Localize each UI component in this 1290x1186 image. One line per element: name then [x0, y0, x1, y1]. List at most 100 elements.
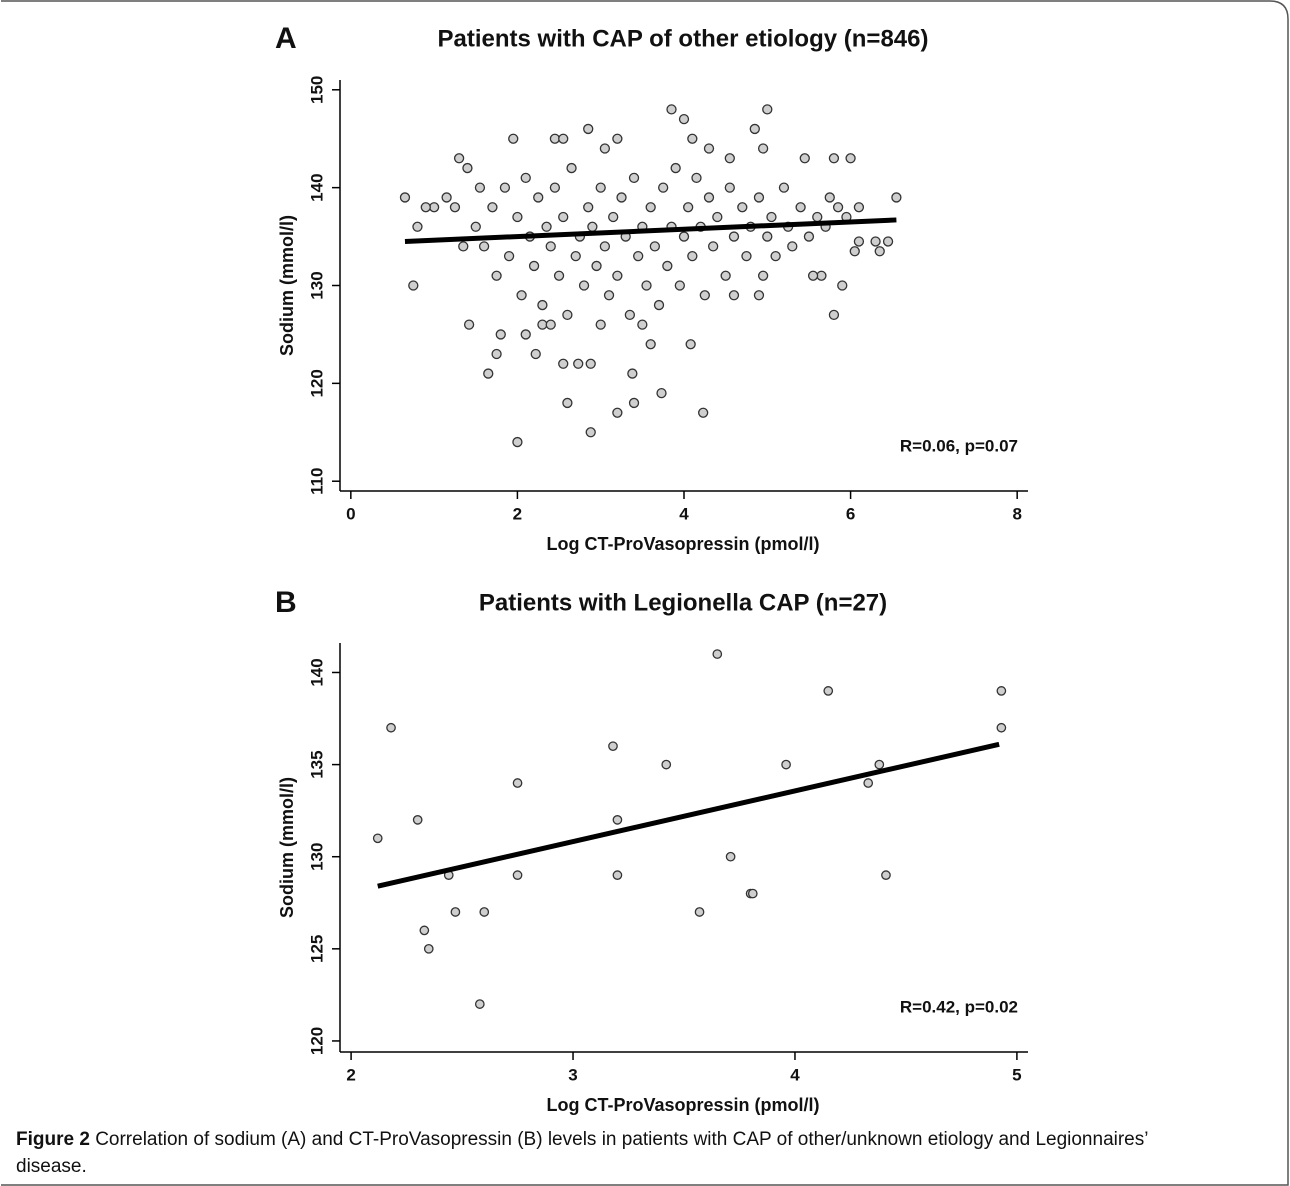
point — [612, 133, 623, 144]
point — [757, 270, 769, 281]
point — [645, 202, 656, 213]
point — [661, 759, 672, 770]
point — [757, 143, 769, 154]
x-tick-label: 3 — [568, 1065, 577, 1084]
point — [487, 202, 498, 213]
point — [699, 290, 710, 301]
point — [453, 153, 465, 164]
point — [386, 722, 396, 733]
point — [628, 397, 640, 409]
point — [470, 221, 481, 232]
point — [832, 202, 844, 213]
x-axis-label: Log CT-ProVasopressin (pmol/l) — [546, 534, 819, 554]
point — [874, 246, 885, 257]
point — [399, 192, 411, 203]
point — [545, 319, 556, 330]
point — [787, 241, 798, 252]
point — [658, 182, 669, 193]
point — [512, 436, 523, 448]
point — [549, 133, 561, 144]
x-tick-label: 0 — [346, 504, 355, 523]
point — [608, 741, 618, 752]
point — [849, 246, 860, 257]
point — [503, 250, 515, 262]
point — [585, 427, 596, 438]
point — [724, 182, 735, 193]
x-tick-label: 4 — [790, 1065, 800, 1084]
point — [408, 280, 419, 291]
point — [441, 192, 452, 203]
point — [612, 815, 623, 825]
point — [463, 319, 475, 330]
point — [372, 833, 383, 844]
point — [645, 339, 656, 350]
point — [828, 153, 840, 164]
x-tick-label: 4 — [679, 504, 689, 523]
point — [778, 182, 790, 193]
point — [766, 211, 777, 223]
point — [599, 143, 611, 154]
x-tick-label: 5 — [1012, 1065, 1021, 1084]
point — [799, 153, 810, 164]
point — [474, 182, 486, 193]
point — [595, 319, 606, 330]
panel-label: B — [275, 586, 297, 619]
point — [530, 348, 541, 360]
point — [512, 778, 523, 788]
point — [741, 250, 752, 262]
point — [653, 299, 665, 311]
point — [708, 241, 719, 252]
point — [874, 759, 885, 770]
point — [495, 329, 506, 340]
point — [725, 851, 736, 862]
point — [462, 162, 473, 174]
point — [573, 358, 584, 369]
point — [537, 319, 548, 330]
point — [694, 907, 705, 917]
x-tick-label: 6 — [846, 504, 855, 523]
point — [603, 290, 615, 301]
point — [633, 250, 644, 262]
fit-line — [377, 741, 1000, 889]
point — [423, 943, 434, 954]
point — [599, 241, 611, 252]
point — [996, 686, 1007, 696]
point — [558, 133, 569, 144]
point — [770, 250, 781, 262]
point — [616, 192, 627, 203]
chart-title: Patients with CAP of other etiology (n=8… — [438, 25, 929, 52]
point — [570, 250, 581, 262]
x-tick-label: 8 — [1012, 504, 1021, 523]
point — [656, 387, 667, 399]
point — [627, 368, 638, 379]
point — [823, 686, 834, 696]
point — [528, 260, 540, 272]
point — [520, 329, 531, 340]
point — [845, 153, 856, 164]
point — [412, 815, 423, 825]
point — [753, 192, 765, 203]
point — [512, 870, 523, 880]
point — [803, 231, 815, 242]
point — [458, 241, 469, 252]
point — [870, 236, 881, 247]
point — [816, 270, 827, 281]
chart-title: Patients with Legionella CAP (n=27) — [479, 589, 887, 616]
point — [499, 182, 511, 193]
y-tick-label: 140 — [307, 173, 326, 201]
point — [562, 309, 573, 321]
point — [520, 172, 531, 184]
point — [703, 143, 715, 154]
point — [853, 202, 865, 213]
point — [666, 104, 677, 115]
y-tick-label: 120 — [307, 1027, 326, 1055]
point — [549, 182, 561, 193]
point — [728, 231, 740, 242]
point — [558, 358, 569, 369]
y-tick-label: 130 — [307, 843, 326, 871]
point — [674, 280, 685, 291]
point — [824, 192, 835, 203]
point — [812, 211, 823, 223]
